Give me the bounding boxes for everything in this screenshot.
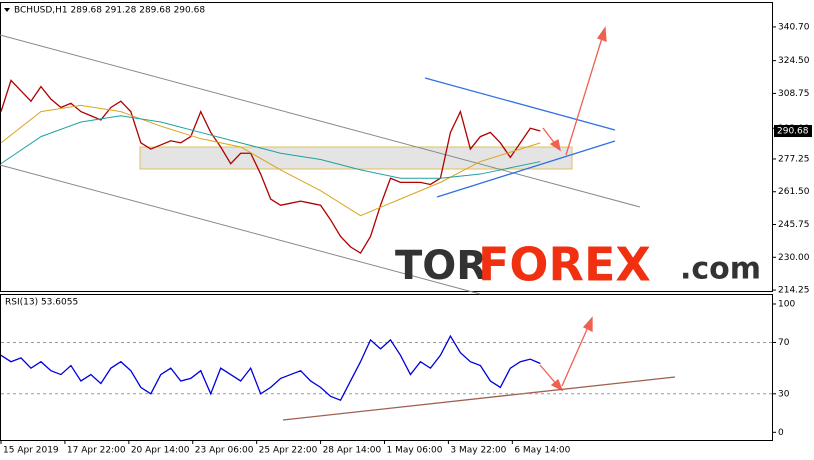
series-line: [0, 115, 541, 179]
y-tick-label: 340.70: [778, 22, 810, 32]
last-price-box: [774, 125, 812, 138]
y-tick-label: 0: [778, 428, 784, 438]
wedge-line: [436, 140, 616, 198]
rsi-panel: [0, 294, 773, 441]
logo: TOR FOREX .com: [395, 238, 761, 292]
logo-part: TOR: [395, 243, 487, 289]
y-tick-label: 70: [778, 338, 790, 348]
wedge-line: [424, 77, 616, 131]
y-tick-label: 214.25: [778, 286, 810, 296]
x-tick-label: 28 Apr 14:00: [323, 446, 382, 456]
y-tick-label: 245.75: [778, 220, 810, 230]
rsi-title: RSI(13) 53.6055: [5, 298, 78, 308]
forecast-arrows: [539, 26, 607, 392]
logo-part: .com: [680, 252, 761, 287]
symbol-marker: [4, 8, 10, 12]
x-tick-label: 6 May 14:00: [514, 446, 570, 456]
x-tick-label: 17 Apr 22:00: [67, 446, 126, 456]
support-zone: [139, 146, 573, 170]
rsi-trendline: [282, 376, 676, 421]
logo-part: FOREX: [478, 238, 651, 292]
y-tick-label: 100: [778, 299, 795, 309]
y-tick-label: 261.50: [778, 187, 810, 197]
x-tick-label: 25 Apr 22:00: [259, 446, 318, 456]
x-tick-label: 1 May 06:00: [387, 446, 443, 456]
x-tick-label: 15 Apr 2019: [3, 446, 59, 456]
series-line: [0, 104, 541, 217]
x-tick-label: 23 Apr 06:00: [195, 446, 254, 456]
channel-line: [0, 164, 481, 295]
x-tick-label: 3 May 22:00: [450, 446, 506, 456]
chart-title: BCHUSD,H1 289.68 291.28 289.68 290.68: [14, 6, 205, 16]
main-panel: [0, 2, 773, 292]
y-tick-label: 230.00: [778, 253, 810, 263]
y-tick-label: 324.50: [778, 56, 810, 66]
series-line: [0, 79, 541, 255]
y-tick-label: 30: [778, 389, 790, 399]
channel-line: [0, 34, 641, 208]
last-price-label: 290.68: [777, 127, 809, 137]
y-tick-label: 277.25: [778, 154, 810, 164]
y-tick-label: 308.75: [778, 89, 810, 99]
series-line: [0, 334, 541, 402]
x-tick-label: 20 Apr 14:00: [131, 446, 190, 456]
